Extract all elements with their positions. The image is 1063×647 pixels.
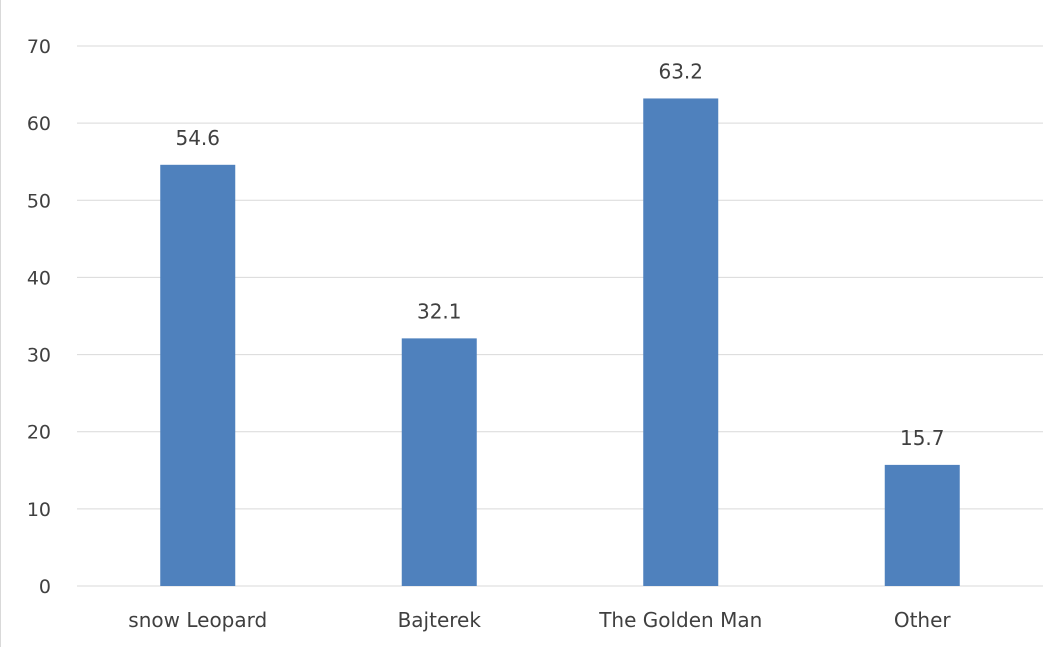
x-category-label: snow Leopard (128, 608, 267, 632)
x-axis-category-labels: snow Leopard Bajterek The Golden Man Other (128, 608, 951, 632)
y-tick-label: 10 (27, 499, 51, 521)
data-label: 54.6 (175, 126, 220, 150)
bar (643, 98, 719, 586)
bars (160, 98, 960, 587)
data-label: 63.2 (658, 59, 703, 83)
y-tick-label: 70 (27, 36, 51, 58)
x-category-label: Other (894, 608, 952, 632)
y-tick-label: 40 (27, 267, 51, 289)
y-tick-label: 30 (27, 345, 51, 367)
x-category-label: The Golden Man (598, 608, 762, 632)
x-category-label: Bajterek (398, 608, 482, 632)
y-tick-label: 60 (27, 113, 51, 135)
bar (160, 164, 236, 587)
gridlines (77, 45, 1043, 587)
data-labels: 54.6 32.1 63.2 15.7 (175, 59, 944, 449)
bar (884, 464, 960, 586)
y-tick-label: 0 (39, 576, 51, 598)
data-label: 15.7 (900, 426, 945, 450)
bar (401, 338, 477, 586)
y-tick-label: 50 (27, 190, 51, 212)
y-axis-tick-labels: 0 10 20 30 40 50 60 70 (27, 36, 51, 598)
y-tick-label: 20 (27, 422, 51, 444)
data-label: 32.1 (417, 299, 462, 323)
